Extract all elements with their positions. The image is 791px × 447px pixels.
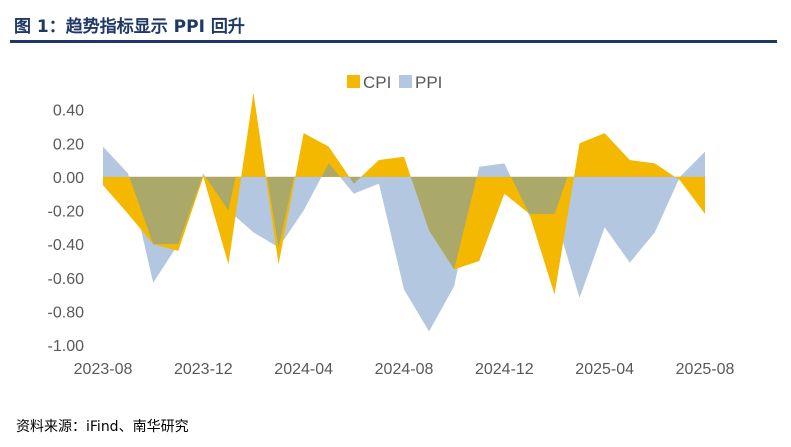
axis-layer: -1.00 -0.80 -0.60 -0.40 -0.20 0.00 0.20 0.40 202… — [48, 103, 735, 378]
title-rule — [10, 40, 777, 43]
y-tick-label: -0.40 — [48, 237, 85, 254]
overlap-layer — [103, 163, 705, 270]
x-tick-label: 2024-04 — [274, 361, 333, 378]
y-tick-label: 0.20 — [53, 136, 84, 153]
y-tick-label: -1.00 — [48, 338, 85, 355]
legend-label: PPI — [415, 73, 442, 92]
y-tick-label: -0.20 — [48, 204, 85, 221]
x-tick-label: 2024-08 — [375, 361, 434, 378]
legend-label: CPI — [363, 73, 391, 92]
series-layer — [103, 92, 705, 332]
legend-swatch — [399, 75, 412, 88]
y-tick-label: 0.40 — [53, 103, 84, 120]
source-note: 资料来源：iFind、南华研究 — [16, 419, 189, 435]
y-tick-label: -0.60 — [48, 271, 85, 288]
figure-title: 图 1：趋势指标显示 PPI 回升 — [14, 17, 245, 37]
legend-swatch — [347, 75, 360, 88]
x-tick-label: 2025-08 — [676, 361, 735, 378]
area-chart: -1.00 -0.80 -0.60 -0.40 -0.20 0.00 0.20 0.40 202… — [48, 73, 735, 378]
y-tick-label: 0.00 — [53, 170, 84, 187]
x-tick-label: 2023-12 — [174, 361, 233, 378]
x-tick-label: 2025-04 — [575, 361, 634, 378]
series-cpi-area — [103, 92, 705, 295]
legend: CPI PPI — [347, 73, 442, 92]
x-tick-label: 2023-08 — [74, 361, 133, 378]
overlap-below — [103, 176, 705, 270]
x-tick-label: 2024-12 — [475, 361, 534, 378]
overlap-negative — [103, 176, 705, 270]
y-tick-label: -0.80 — [48, 304, 85, 321]
